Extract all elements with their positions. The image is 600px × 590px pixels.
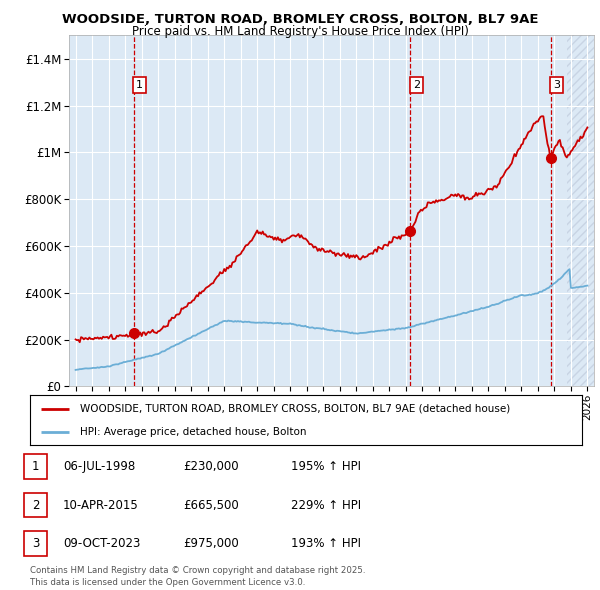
Text: £975,000: £975,000 — [183, 537, 239, 550]
Text: Price paid vs. HM Land Registry's House Price Index (HPI): Price paid vs. HM Land Registry's House … — [131, 25, 469, 38]
Text: 3: 3 — [32, 537, 39, 550]
Text: 10-APR-2015: 10-APR-2015 — [63, 499, 139, 512]
Text: 1: 1 — [136, 80, 143, 90]
Text: 06-JUL-1998: 06-JUL-1998 — [63, 460, 135, 473]
Text: 09-OCT-2023: 09-OCT-2023 — [63, 537, 140, 550]
Text: £665,500: £665,500 — [183, 499, 239, 512]
Text: Contains HM Land Registry data © Crown copyright and database right 2025.
This d: Contains HM Land Registry data © Crown c… — [30, 566, 365, 587]
Text: 2: 2 — [413, 80, 420, 90]
Text: 2: 2 — [32, 499, 39, 512]
Text: 193% ↑ HPI: 193% ↑ HPI — [291, 537, 361, 550]
Text: 3: 3 — [553, 80, 560, 90]
Bar — [567, 35, 594, 386]
Text: 229% ↑ HPI: 229% ↑ HPI — [291, 499, 361, 512]
Text: WOODSIDE, TURTON ROAD, BROMLEY CROSS, BOLTON, BL7 9AE: WOODSIDE, TURTON ROAD, BROMLEY CROSS, BO… — [62, 13, 538, 26]
Text: 195% ↑ HPI: 195% ↑ HPI — [291, 460, 361, 473]
Text: HPI: Average price, detached house, Bolton: HPI: Average price, detached house, Bolt… — [80, 427, 306, 437]
Text: 1: 1 — [32, 460, 39, 473]
Text: WOODSIDE, TURTON ROAD, BROMLEY CROSS, BOLTON, BL7 9AE (detached house): WOODSIDE, TURTON ROAD, BROMLEY CROSS, BO… — [80, 404, 510, 414]
Bar — [567, 35, 594, 386]
Text: £230,000: £230,000 — [183, 460, 239, 473]
